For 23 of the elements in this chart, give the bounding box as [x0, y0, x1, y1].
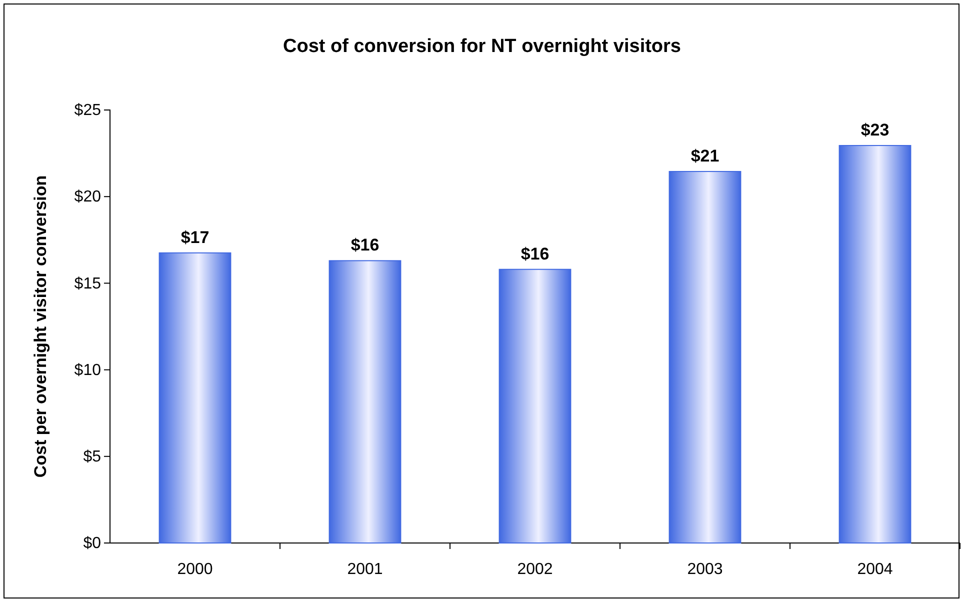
x-tick-label: 2002 — [517, 561, 553, 578]
x-tick-label: 2001 — [347, 561, 383, 578]
chart-title: Cost of conversion for NT overnight visitors — [283, 36, 681, 57]
bar — [158, 252, 232, 544]
data-label: $21 — [690, 146, 720, 166]
y-axis-title: Cost per overnight visitor conversion — [31, 175, 50, 478]
x-tick-label: 2000 — [177, 561, 213, 578]
y-tick-label: $15 — [74, 275, 102, 292]
x-tick-label: 2003 — [687, 561, 723, 578]
y-tick-label: $20 — [74, 188, 102, 206]
y-tick-label: $5 — [83, 448, 102, 466]
bar — [838, 145, 912, 544]
y-tick-label: $0 — [83, 535, 102, 552]
data-label: $16 — [520, 244, 550, 264]
y-tick-label: $10 — [74, 362, 102, 379]
bar — [498, 268, 572, 544]
y-tick-label: $25 — [74, 102, 102, 120]
data-label: $23 — [860, 120, 890, 140]
data-label: $16 — [350, 236, 380, 255]
x-tick-label: 2004 — [857, 561, 893, 578]
data-label: $17 — [180, 228, 210, 247]
bar — [328, 260, 402, 544]
bar — [668, 170, 742, 544]
